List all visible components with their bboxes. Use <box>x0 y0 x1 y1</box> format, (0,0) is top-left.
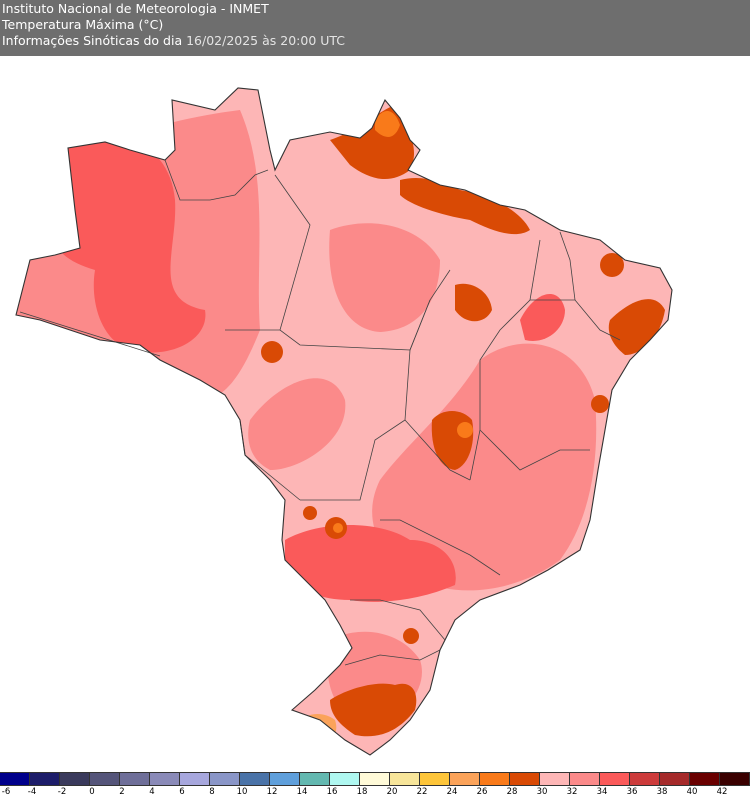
zone-28-30-coast <box>400 178 530 235</box>
legend-tick-label: 14 <box>296 787 308 797</box>
legend-tick-label: 18 <box>356 787 368 797</box>
legend-swatch <box>450 772 480 786</box>
legend-swatch <box>240 772 270 786</box>
spot-28-30-b <box>600 253 624 277</box>
legend-swatch <box>510 772 540 786</box>
legend-swatch <box>180 772 210 786</box>
legend-tick-label: -2 <box>57 787 67 797</box>
legend-tick-label: 10 <box>236 787 248 797</box>
legend-swatch <box>360 772 390 786</box>
spot-26-28-b <box>333 523 343 533</box>
legend-swatch <box>690 772 720 786</box>
info-prefix: Informações Sinóticas do dia <box>2 33 183 48</box>
legend-tick-label: 26 <box>476 787 488 797</box>
temperature-fill <box>16 88 672 755</box>
zone-22-24-rs <box>310 732 326 748</box>
legend-swatch <box>390 772 420 786</box>
legend-tick-label: 34 <box>596 787 608 797</box>
legend-swatch <box>480 772 510 786</box>
legend-tick-label: 38 <box>656 787 668 797</box>
legend-swatch <box>600 772 630 786</box>
zone-30-32-central <box>248 378 346 470</box>
legend-tick-label: -4 <box>27 787 37 797</box>
spot-28-30-a <box>261 341 283 363</box>
legend-swatch <box>630 772 660 786</box>
zone-30-32-east <box>372 343 597 591</box>
legend-swatch <box>0 772 30 786</box>
legend-swatch <box>270 772 300 786</box>
legend-swatch <box>30 772 60 786</box>
spot-28-30-e <box>303 506 317 520</box>
legend-swatch <box>120 772 150 786</box>
legend-swatch <box>210 772 240 786</box>
legend-tick-label: 22 <box>416 787 428 797</box>
zone-30-32-centralwest <box>329 223 440 332</box>
institute-title: Instituto Nacional de Meteorologia - INM… <box>2 1 269 16</box>
legend-tick-label: 28 <box>506 787 518 797</box>
zone-32-34-ne <box>520 293 565 341</box>
zone-26-28-north <box>375 110 400 137</box>
legend-swatch <box>540 772 570 786</box>
legend-swatch <box>330 772 360 786</box>
info-datetime: 16/02/2025 às 20:00 UTC <box>186 33 346 48</box>
legend-tick-label: 32 <box>566 787 578 797</box>
legend-tick-label: 12 <box>266 787 278 797</box>
legend-tick-label: 2 <box>119 787 125 797</box>
spot-28-30-f <box>403 628 419 644</box>
legend-tick-label: 24 <box>446 787 458 797</box>
legend-tick-label: 0 <box>89 787 95 797</box>
legend-tick-label: 6 <box>179 787 185 797</box>
legend-swatch <box>60 772 90 786</box>
legend-swatch <box>420 772 450 786</box>
state-borders <box>19 159 621 666</box>
legend-tick-label: -6 <box>1 787 11 797</box>
legend-swatch <box>300 772 330 786</box>
spot-28-30-c <box>591 395 609 413</box>
legend-swatch <box>660 772 690 786</box>
legend-tick-label: 36 <box>626 787 638 797</box>
zone-28-30-tocantins <box>455 283 492 322</box>
legend-swatch <box>720 772 750 786</box>
legend-swatch <box>150 772 180 786</box>
legend-tick-label: 30 <box>536 787 548 797</box>
legend-tick-label: 4 <box>149 787 155 797</box>
legend-tick-label: 42 <box>716 787 728 797</box>
legend-tick-label: 16 <box>326 787 338 797</box>
zone-32-34-west <box>49 132 206 353</box>
temperature-map <box>15 87 673 756</box>
variable-title: Temperatura Máxima (°C) <box>2 17 164 32</box>
color-legend: -6 -4 -2 0 2 4 6 8 10 12 14 16 18 20 22 24 26 28 30 32 34 36 3… <box>0 772 750 800</box>
map-header: Instituto Nacional de Meteorologia - INM… <box>0 0 750 56</box>
zone-28-30-rs <box>330 683 417 737</box>
legend-tick-label: 20 <box>386 787 398 797</box>
legend-tick-label: 8 <box>209 787 215 797</box>
zone-32-34-south <box>285 525 456 602</box>
legend-swatch <box>90 772 120 786</box>
spot-26-28-a <box>457 422 473 438</box>
legend-tick-label: 40 <box>686 787 698 797</box>
info-line: Informações Sinóticas do dia 16/02/2025 … <box>2 33 345 48</box>
legend-swatch <box>570 772 600 786</box>
